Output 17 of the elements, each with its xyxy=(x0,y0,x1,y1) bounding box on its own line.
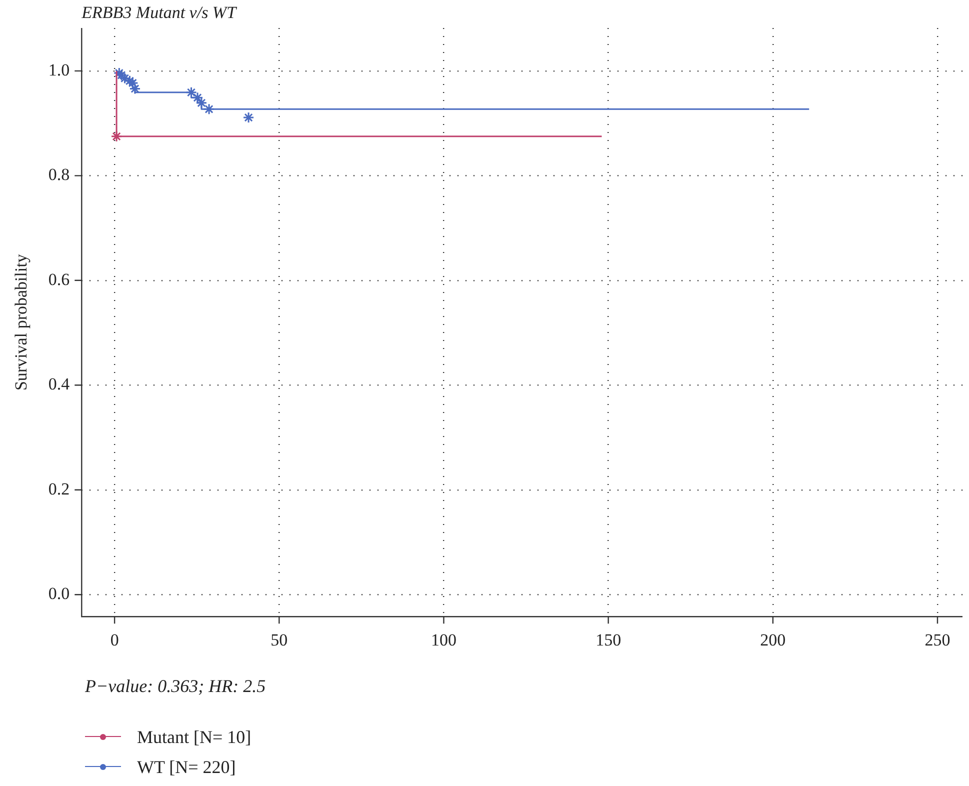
text: P−value: 0.363; HR: 2.5 xyxy=(85,676,266,697)
y-tick-label: 0.2 xyxy=(48,479,70,498)
x-tick-label: 200 xyxy=(760,630,786,650)
y-axis-title: Survival probability xyxy=(12,254,31,391)
y-tick-label: 0.8 xyxy=(48,165,70,184)
y-tick-label: 1.0 xyxy=(48,60,70,80)
y-tick-label: 0.4 xyxy=(48,374,70,394)
chart-title: ERBB3 Mutant v/s WT xyxy=(80,3,238,22)
x-tick-label: 0 xyxy=(110,630,119,650)
x-tick-label: 50 xyxy=(270,630,288,650)
y-tick-label: 0.6 xyxy=(48,270,70,289)
legend-label: Mutant [N= 10] xyxy=(137,726,252,748)
x-tick-label: 150 xyxy=(596,630,622,650)
legend-label: WT [N= 220] xyxy=(137,756,236,778)
x-tick-label: 250 xyxy=(924,630,950,650)
y-tick-label: 0.0 xyxy=(48,584,70,604)
x-tick-label: 100 xyxy=(430,630,456,650)
